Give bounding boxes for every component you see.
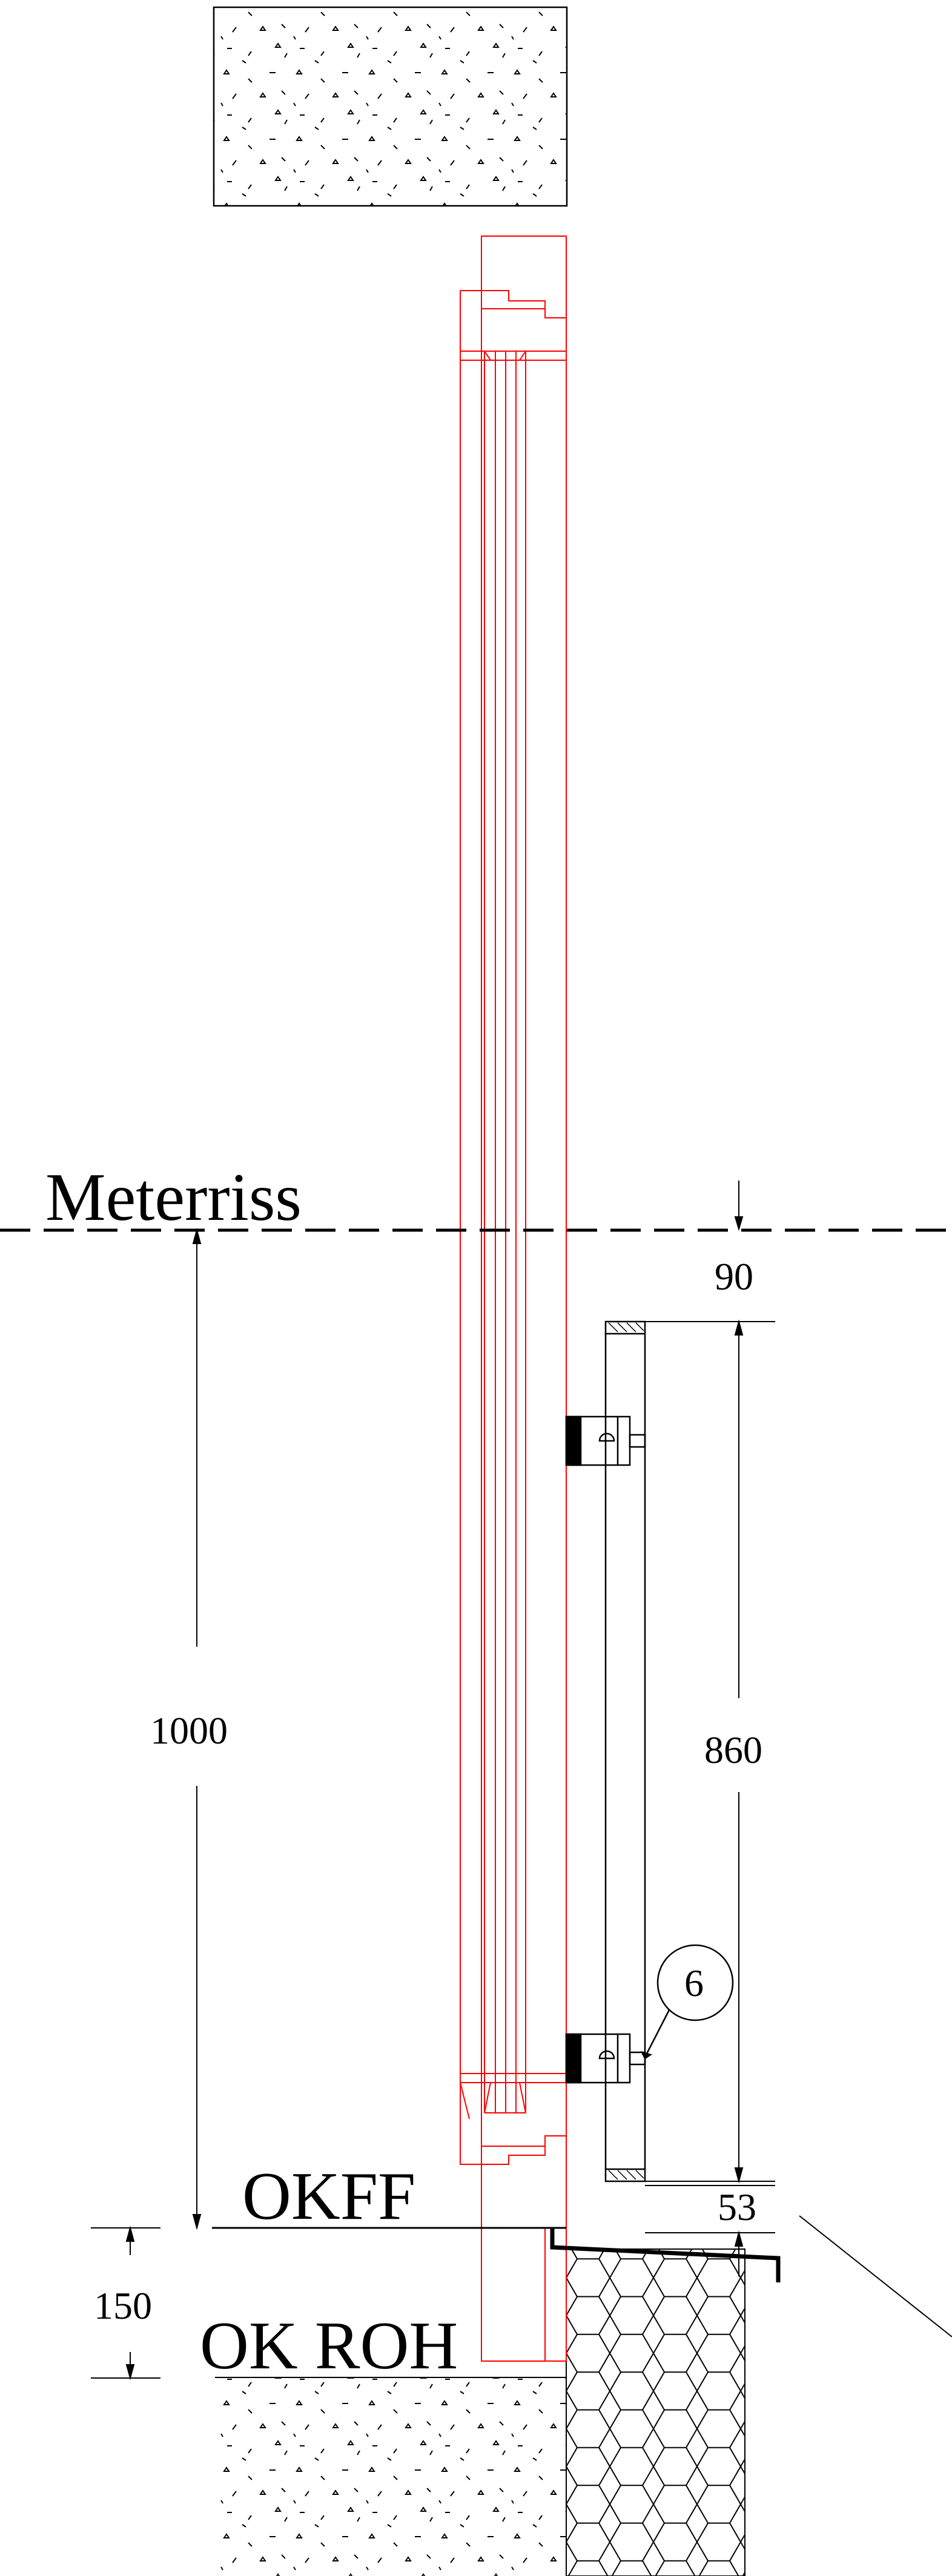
meterriss-label: Meterriss: [45, 1160, 302, 1235]
concrete-lintel: [213, 6, 568, 207]
dim-53-label: 53: [718, 2186, 756, 2228]
insulation-block: [566, 2248, 745, 2576]
window-frame: [460, 236, 567, 2362]
frame-top-step: [481, 290, 546, 309]
handrail-assembly: [604, 1320, 646, 2182]
dim-860: [645, 1319, 775, 2184]
callout-leader: [644, 2009, 670, 2058]
callout-6-label: 6: [684, 1962, 704, 2004]
sill-flashing: [550, 2215, 952, 2337]
dim-90-label: 90: [715, 1255, 753, 1298]
frame-bottom-rebate: [481, 2135, 566, 2147]
frame-sill-extension: [481, 2227, 546, 2362]
dim-1000: [192, 1228, 202, 2230]
concrete-slab: [215, 2378, 566, 2576]
dim-860-label: 860: [704, 1728, 762, 1771]
dim-150: [91, 2225, 160, 2380]
dim-150-label: 150: [94, 2284, 152, 2327]
frame-top-rebate: [481, 308, 566, 318]
handrail-post: [604, 1320, 646, 2182]
bracket-bottom: [565, 2033, 646, 2084]
ok-roh-label: OK ROH: [200, 2308, 458, 2383]
frame-bottom-step: [481, 2146, 546, 2165]
callout-circle: [656, 1944, 734, 2021]
frame-outer: [481, 236, 567, 2362]
bracket-top: [565, 1415, 646, 1466]
callout-6: [640, 1944, 734, 2060]
dim-90: [734, 1181, 744, 1231]
frame-sash-outline: [460, 290, 481, 2165]
okff-label: OKFF: [242, 2159, 415, 2234]
dim-1000-label: 1000: [150, 1709, 228, 1752]
